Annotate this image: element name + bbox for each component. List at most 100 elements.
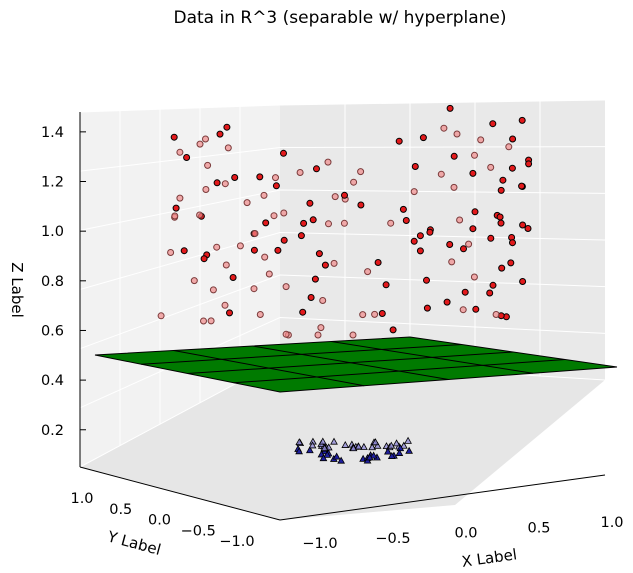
red-point bbox=[471, 208, 479, 216]
x-tick-label: −0.5 bbox=[375, 531, 410, 547]
y-tick-label: 1.0 bbox=[70, 491, 93, 507]
red-point bbox=[202, 135, 209, 143]
red-point bbox=[167, 249, 175, 256]
red-point bbox=[190, 277, 198, 285]
hyperplane-grid bbox=[141, 341, 566, 387]
blue-triangle bbox=[308, 441, 317, 449]
red-point bbox=[410, 237, 418, 245]
red-point bbox=[497, 186, 505, 194]
blue-triangle bbox=[295, 438, 304, 446]
red-point bbox=[250, 246, 258, 254]
red-point bbox=[350, 178, 358, 186]
blue-triangle bbox=[332, 452, 341, 460]
red-point bbox=[364, 268, 372, 276]
red-point bbox=[469, 169, 477, 177]
grid-line-z bbox=[79, 231, 606, 290]
red-point bbox=[202, 186, 210, 193]
red-point bbox=[450, 152, 458, 160]
blue-triangle bbox=[337, 456, 346, 464]
red-point bbox=[357, 201, 365, 209]
blue-triangle bbox=[360, 442, 368, 450]
red-point bbox=[315, 250, 323, 258]
red-point bbox=[508, 164, 516, 172]
red-point bbox=[256, 173, 264, 181]
red-point bbox=[180, 247, 188, 255]
tick-labels: 0.20.40.60.81.01.21.4−1.0 −0.5 0.0 0.5 1.01.… bbox=[41, 125, 624, 552]
blue-triangle bbox=[383, 447, 392, 455]
blue-triangle bbox=[387, 451, 396, 459]
red-point bbox=[221, 180, 229, 188]
y-axis-label: Y Label bbox=[105, 527, 163, 559]
grid-line-z bbox=[79, 146, 606, 172]
red-point bbox=[296, 169, 304, 176]
red-point bbox=[507, 259, 515, 267]
red-point bbox=[172, 204, 180, 212]
red-point bbox=[505, 143, 513, 151]
red-point bbox=[519, 221, 527, 229]
floor-pane bbox=[80, 360, 605, 520]
red-point bbox=[416, 247, 424, 255]
red-point bbox=[243, 199, 251, 207]
red-point bbox=[472, 305, 480, 313]
red-point bbox=[330, 259, 338, 267]
red-point bbox=[309, 216, 317, 224]
z-tick-label: 0.6 bbox=[41, 323, 64, 339]
red-point bbox=[487, 234, 495, 242]
blue-triangle bbox=[392, 439, 401, 447]
z-tick-label: 0.8 bbox=[41, 274, 64, 290]
grid-lines bbox=[79, 99, 606, 468]
red-point bbox=[486, 289, 494, 297]
hyperplane-surface bbox=[94, 336, 618, 393]
red-point bbox=[357, 168, 365, 176]
x-tick-label: 1.0 bbox=[600, 515, 623, 531]
grid-line-z bbox=[79, 99, 606, 113]
red-point bbox=[256, 311, 264, 318]
z-tick-label: 0.4 bbox=[41, 373, 64, 389]
red-point bbox=[489, 120, 497, 128]
blue-triangle bbox=[371, 438, 380, 446]
red-point bbox=[331, 193, 339, 201]
hyperplane-grid-line bbox=[187, 351, 514, 374]
red-point bbox=[497, 219, 505, 227]
blue-triangle bbox=[365, 453, 374, 461]
red-point bbox=[204, 161, 212, 169]
red-point bbox=[448, 258, 456, 266]
red-point bbox=[222, 261, 230, 269]
red-point bbox=[341, 191, 348, 199]
red-point bbox=[487, 163, 495, 171]
red-point bbox=[251, 230, 259, 237]
red-point bbox=[319, 297, 327, 304]
red-point bbox=[314, 331, 322, 339]
red-point bbox=[216, 130, 224, 138]
red-point bbox=[461, 288, 469, 296]
red-point bbox=[492, 311, 500, 318]
red-point bbox=[280, 236, 288, 244]
red-point bbox=[176, 148, 184, 156]
red-point bbox=[265, 270, 273, 278]
x-axis-line bbox=[279, 474, 606, 521]
back-pane-right bbox=[280, 100, 605, 380]
red-point bbox=[209, 286, 217, 294]
blue-triangle bbox=[318, 437, 327, 445]
y-tick-label: 0.5 bbox=[109, 502, 132, 518]
red-point bbox=[282, 330, 290, 338]
grid-line-z bbox=[79, 316, 606, 409]
red-point bbox=[440, 124, 448, 132]
red-point bbox=[282, 283, 290, 291]
red-point bbox=[183, 154, 191, 161]
red-point bbox=[456, 216, 464, 224]
red-point bbox=[300, 219, 308, 227]
red-point bbox=[213, 243, 221, 251]
red-point bbox=[224, 144, 232, 152]
blue-triangle bbox=[354, 442, 363, 450]
y-axis-line bbox=[79, 466, 281, 521]
red-point bbox=[196, 211, 204, 219]
red-point bbox=[229, 274, 237, 281]
red-point bbox=[371, 310, 379, 318]
triangle-series bbox=[294, 436, 413, 464]
y-tick-label: −1.0 bbox=[219, 534, 254, 550]
blue-triangle bbox=[368, 443, 377, 451]
red-point bbox=[223, 123, 231, 131]
red-point bbox=[274, 246, 282, 254]
blue-triangle bbox=[305, 446, 314, 454]
